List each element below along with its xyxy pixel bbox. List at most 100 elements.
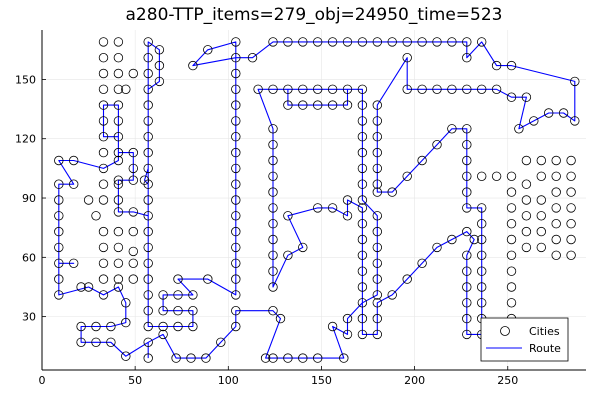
city-point [432,37,442,47]
legend-route-label: Route [529,342,561,355]
city-point [462,187,472,197]
city-point [268,155,278,166]
city-point [372,258,383,269]
city-point [521,226,532,237]
city-point [143,211,153,221]
city-point [188,306,198,316]
city-point [98,290,109,300]
city-point [327,203,338,213]
city-point [462,84,472,95]
city-point [247,53,258,63]
city-point [372,298,383,308]
city-point [462,37,472,47]
city-point [268,250,278,261]
city-point [536,171,547,182]
city-point [529,116,539,126]
city-point [283,37,293,47]
city-point [128,68,139,79]
city-point [268,306,278,316]
city-point [143,337,153,348]
city-point [113,155,124,166]
city-point [447,84,457,95]
city-point [231,195,241,205]
city-point [113,179,124,189]
city-point [342,329,353,340]
city-point [173,306,183,316]
city-point [173,321,183,332]
city-point [551,155,561,166]
city-point [477,218,487,229]
city-point [566,203,576,213]
city-point [566,218,576,229]
city-point [357,218,368,229]
city-point [506,282,517,292]
city-point [54,195,64,205]
route-layer [58,41,576,359]
city-point [536,242,547,253]
city-point [231,116,241,126]
city-point [566,187,576,197]
city-point [268,282,278,292]
city-point [342,211,353,221]
city-point [231,211,241,221]
city-point [158,306,168,316]
city-point [113,116,124,126]
city-point [158,290,168,300]
city-point [417,258,427,269]
x-tick-label: 0 [39,374,46,387]
city-point [201,353,211,363]
city-point [98,37,109,47]
city-point [506,266,517,276]
city-point [268,218,278,229]
city-point [514,124,524,134]
city-point [372,313,383,324]
city-point [54,258,64,269]
city-point [283,84,293,95]
city-point [462,250,472,261]
city-point [506,171,517,182]
city-point [143,147,153,158]
city-point [231,242,241,253]
city-point [417,155,427,166]
city-point [113,147,124,158]
city-point [143,321,153,332]
city-point [491,84,502,95]
city-point [462,155,472,166]
city-point [91,337,101,348]
city-point [506,234,517,245]
city-point [231,100,241,110]
city-point [566,234,576,245]
city-point [268,234,278,245]
city-point [477,250,487,261]
city-point [521,195,532,205]
city-point [186,353,196,363]
city-point [447,124,457,134]
city-point [143,353,153,363]
city-point [113,195,124,205]
city-point [98,242,109,253]
city-point [357,266,368,276]
city-point [551,250,561,261]
city-point [98,131,109,142]
city-point [188,290,198,300]
city-point [231,147,241,158]
city-point [253,84,263,95]
city-point [83,282,94,292]
city-point [113,37,124,47]
city-point [477,266,487,276]
city-point [477,37,487,47]
city-point [372,187,383,197]
city-point [327,321,338,332]
city-point [357,37,368,47]
city-point [551,234,561,245]
city-point [432,84,442,95]
city-point [477,298,487,308]
city-point [143,258,153,269]
city-point [357,147,368,158]
city-point [477,203,487,213]
city-point [372,100,383,110]
y-tick-label: 120 [15,133,36,146]
city-point [76,337,86,348]
city-point [91,211,101,221]
city-point [128,147,139,158]
